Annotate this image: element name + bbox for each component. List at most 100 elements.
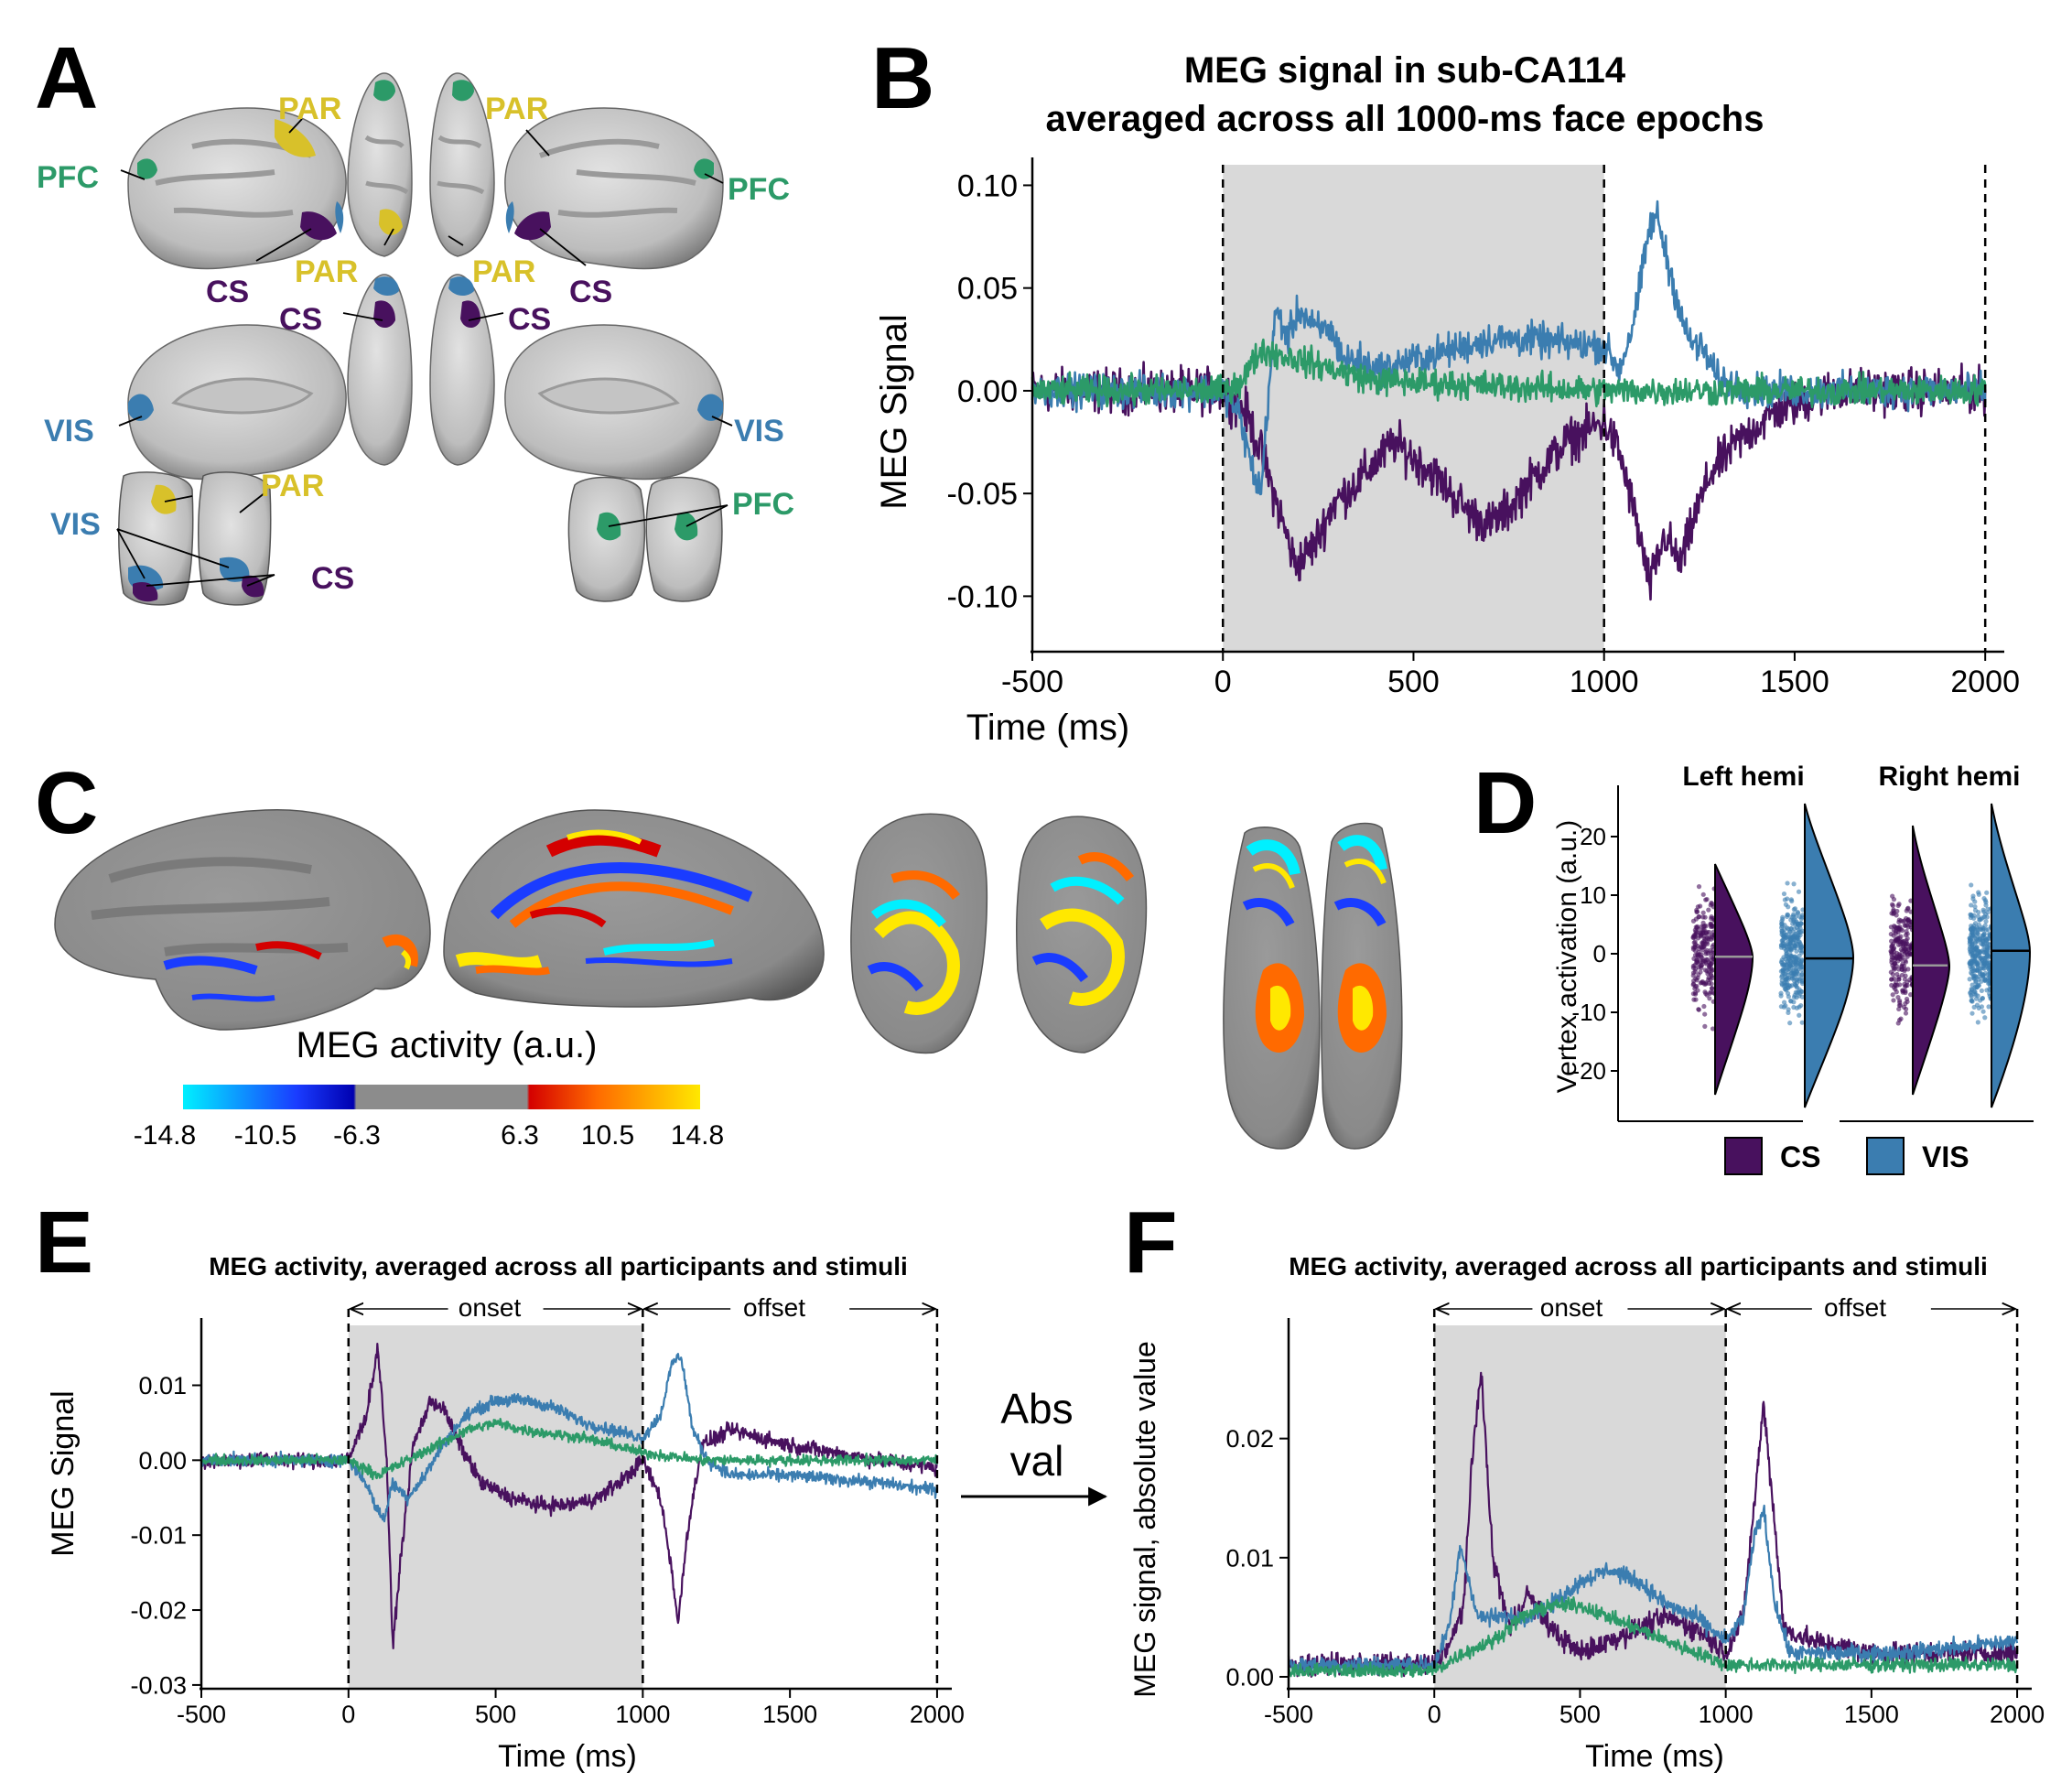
chart-f-series-line (1288, 1596, 2019, 1678)
raincloud-point (1789, 976, 1795, 981)
colorbar-tick-1: -14.8 (134, 1120, 196, 1151)
panel-b-plot-area: -500 0 500 1000 1500 2000 0.10 0.05 0.00 -0.05 -0.… (947, 157, 2020, 699)
raincloud-point (1785, 912, 1791, 918)
raincloud-point (1896, 977, 1902, 982)
panel-f-ylabel: MEG signal, absolute value (1128, 1341, 1161, 1698)
colorbar (183, 1085, 700, 1109)
panel-letter-b: B (871, 29, 934, 127)
raincloud-point (1983, 900, 1989, 905)
raincloud-point (1979, 1004, 1984, 1010)
raincloud-point (1903, 1006, 1909, 1012)
raincloud-point (1899, 972, 1905, 978)
raincloud-point (1788, 946, 1794, 953)
raincloud-point (1982, 1015, 1988, 1021)
raincloud-point (1700, 910, 1706, 915)
region-pfc-dorsal-right (452, 80, 474, 102)
raincloud-point (1891, 998, 1896, 1003)
raincloud-point (1779, 982, 1786, 988)
chart-b-xtick-label: 0 (1214, 665, 1232, 699)
colorbar-tick-5: 10.5 (581, 1120, 634, 1151)
raincloud-point (1794, 980, 1800, 986)
raincloud-point (1710, 967, 1715, 973)
chart-f-xtick-label: -500 (1264, 1701, 1313, 1728)
chart-f-xtick-label: 0 (1428, 1701, 1441, 1728)
raincloud-point (1781, 891, 1787, 897)
panel-e-title: MEG activity, averaged across all partic… (209, 1252, 908, 1281)
raincloud-point (1708, 936, 1714, 942)
raincloud-point (1787, 951, 1793, 956)
raincloud-point (1692, 962, 1698, 968)
raincloud-point (1789, 898, 1795, 904)
panel-e-chart: MEG activity, averaged across all partic… (46, 1252, 965, 1774)
raincloud-point (1710, 1026, 1716, 1032)
raincloud-point (1792, 965, 1797, 970)
chart-f-ytick-label: 0.02 (1225, 1425, 1274, 1453)
legend-vis-label: VIS (1922, 1140, 1969, 1173)
raincloud-point (1690, 970, 1697, 976)
label-par-5: PAR (261, 469, 324, 503)
raincloud-point (1693, 997, 1699, 1002)
raincloud-point (1977, 917, 1982, 923)
raincloud-point (1692, 984, 1699, 989)
raincloud-point (1710, 975, 1716, 980)
raincloud-point (1709, 922, 1714, 928)
raincloud-point (1903, 1000, 1908, 1007)
region-pfc-anterior-right (674, 512, 698, 541)
raincloud-point (1694, 957, 1700, 963)
label-vis-3: VIS (50, 507, 101, 542)
label-pfc-3: PFC (732, 487, 794, 522)
raincloud-point (1984, 914, 1990, 920)
chart-e-series-line (200, 1343, 938, 1649)
raincloud-point (1692, 991, 1699, 997)
chart-b-series-line (1031, 338, 1987, 408)
raincloud-point (1784, 932, 1789, 937)
raincloud-point (1979, 961, 1985, 967)
raincloud-point (1709, 986, 1715, 991)
raincloud-point (1798, 989, 1804, 994)
abs-val-arrow: Abs val (961, 1385, 1108, 1507)
raincloud-point (1895, 902, 1901, 909)
raincloud-point (1694, 909, 1700, 914)
panel-f-xlabel: Time (ms) (1585, 1739, 1724, 1774)
raincloud-point (1798, 916, 1804, 922)
raincloud-point (1975, 1020, 1980, 1025)
panel-b-chart: MEG signal in sub-CA114 averaged across … (874, 50, 2020, 748)
violin-left-vis (1804, 803, 1855, 1108)
region-vis-ventral-left (373, 276, 399, 297)
raincloud-point (1970, 933, 1976, 938)
chart-e-xtick-label: 500 (475, 1701, 516, 1728)
label-par-4: PAR (472, 254, 535, 289)
raincloud-point (1895, 924, 1901, 931)
raincloud-point (1795, 967, 1801, 973)
panel-f-offset: offset (1824, 1293, 1886, 1322)
raincloud-point (1896, 955, 1903, 960)
region-vis-posterior-right (220, 557, 250, 582)
raincloud-point (1968, 951, 1974, 956)
raincloud-point (1894, 989, 1899, 995)
raincloud-point (1795, 934, 1800, 939)
raincloud-point (1797, 941, 1803, 946)
raincloud-point (1908, 922, 1914, 928)
colorbar-tick-6: 14.8 (671, 1120, 724, 1151)
label-pfc-2: PFC (728, 172, 790, 207)
label-vis-2: VIS (734, 414, 784, 448)
region-par-left-lateral (275, 119, 316, 157)
raincloud-point (1695, 904, 1700, 910)
region-cs-posterior (133, 581, 158, 602)
raincloud-point (1705, 951, 1710, 956)
raincloud-point (1975, 963, 1980, 968)
chart-f-ytick-label: 0.00 (1225, 1663, 1274, 1691)
chart-f-ytick-label: 0.01 (1225, 1544, 1274, 1572)
panel-f-plot-area: -500 0 500 1000 1500 2000 0.02 0.01 0.00 (1225, 1309, 2045, 1728)
raincloud-point (1979, 978, 1984, 984)
raincloud-point (1700, 914, 1706, 920)
colorbar-tick-4: 6.3 (501, 1120, 539, 1151)
raincloud-point (1968, 989, 1973, 995)
abs-val-label-1: Abs (1000, 1385, 1073, 1432)
raincloud-point (1695, 943, 1700, 948)
raincloud-point (1709, 962, 1714, 967)
raincloud-point (1981, 949, 1988, 956)
raincloud-point (1700, 892, 1706, 897)
brain-dorsal-right (429, 72, 495, 257)
region-par-dorsal-left (379, 209, 403, 235)
